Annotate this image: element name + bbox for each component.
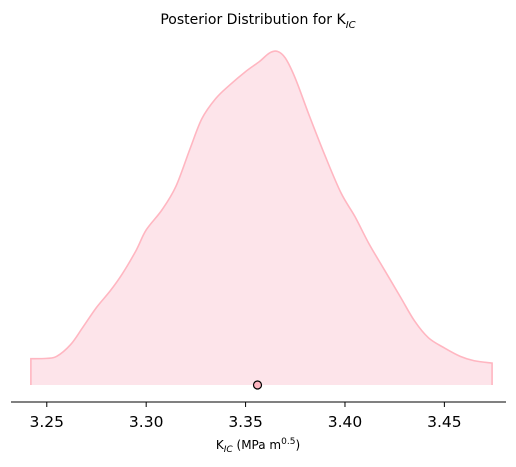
x-tick-label: 3.35 xyxy=(228,413,263,431)
x-tick-label: 3.40 xyxy=(328,413,363,431)
x-tick-label: 3.45 xyxy=(427,413,462,431)
chart-title-subscript: IC xyxy=(346,20,356,31)
plot-area xyxy=(30,50,493,390)
x-axis-label-main: K xyxy=(216,438,225,452)
density-fill xyxy=(30,51,493,386)
x-axis-label-superscript: 0.5 xyxy=(281,437,295,447)
x-tick-label: 3.30 xyxy=(129,413,164,431)
point-estimate-marker xyxy=(252,380,263,390)
chart-title: Posterior Distribution for KIC xyxy=(160,12,355,31)
density-line xyxy=(30,50,493,385)
x-tick-label: 3.25 xyxy=(30,413,65,431)
x-axis-label-subscript: IC xyxy=(224,445,234,455)
chart-title-main: Posterior Distribution for K xyxy=(160,12,346,28)
x-axis-label-close: ) xyxy=(295,438,300,452)
x-axis-ticks: 3.25 3.30 3.35 3.40 3.45 xyxy=(30,402,462,431)
x-axis-label: KIC (MPa m0.5) xyxy=(216,437,300,455)
x-axis-label-units: (MPa m xyxy=(233,438,281,452)
